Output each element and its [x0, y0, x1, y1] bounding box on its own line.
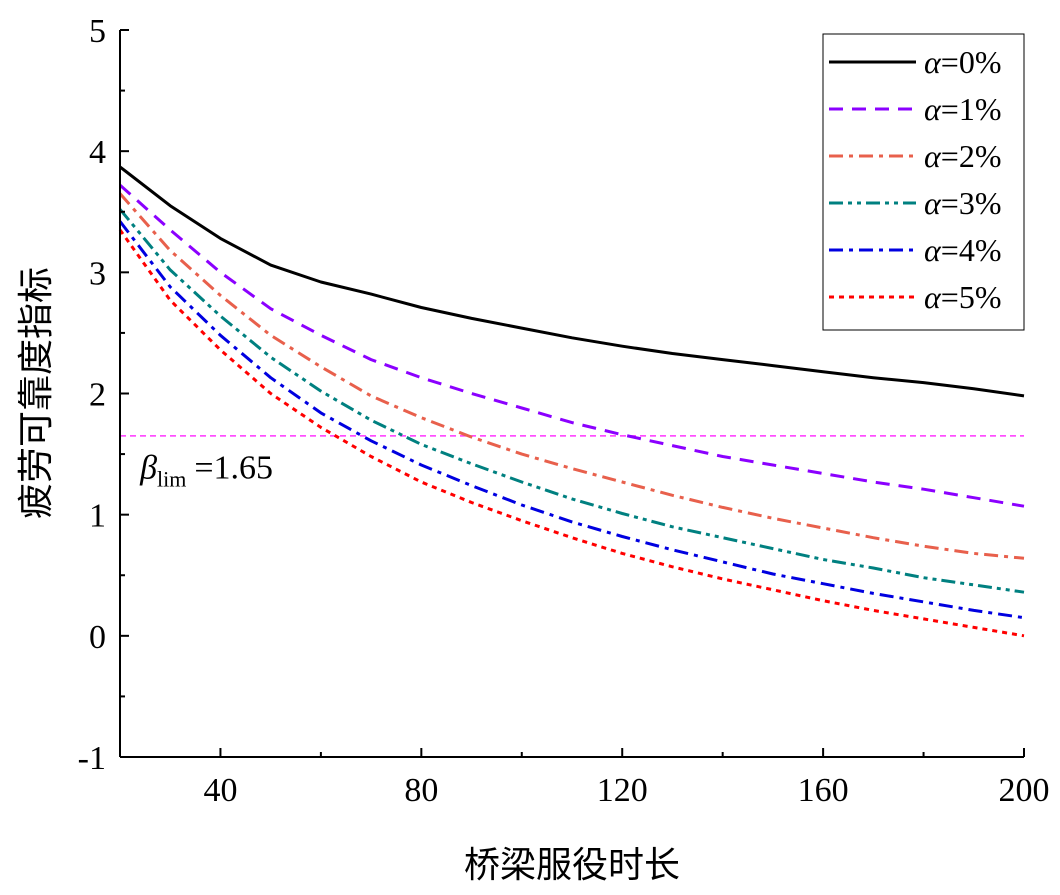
y-tick-label: 3	[89, 255, 106, 292]
series-line	[119, 165, 1025, 398]
legend-label: α=0%	[924, 44, 1002, 80]
y-tick-label: 4	[89, 134, 106, 171]
beta-limit-annotation: βlim =1.65	[139, 449, 273, 491]
x-axis-title: 桥梁服役时长	[464, 845, 680, 886]
legend-label: α=1%	[924, 91, 1002, 127]
y-axis-title: 疲劳可靠度指标	[16, 267, 57, 519]
y-tick-label: 5	[89, 13, 106, 50]
y-tick-label: 2	[89, 377, 106, 414]
y-tick-label: 0	[89, 619, 106, 656]
x-tick-label: 40	[203, 772, 237, 809]
legend-label: α=5%	[924, 279, 1002, 315]
series-line	[118, 192, 1025, 560]
legend-label: α=2%	[924, 138, 1002, 174]
y-tick-label: -1	[78, 740, 106, 777]
x-tick-label: 120	[597, 772, 648, 809]
legend-box	[822, 33, 1025, 331]
series-line	[119, 183, 1025, 508]
series-line	[118, 229, 1025, 638]
y-tick-label: 1	[89, 498, 106, 535]
x-tick-label: 80	[404, 772, 438, 809]
x-tick-label: 200	[999, 772, 1050, 809]
legend-label: α=3%	[924, 185, 1002, 221]
series-line	[118, 220, 1025, 620]
legend-label: α=4%	[924, 232, 1002, 268]
series-line	[118, 208, 1025, 594]
x-tick-label: 160	[798, 772, 849, 809]
